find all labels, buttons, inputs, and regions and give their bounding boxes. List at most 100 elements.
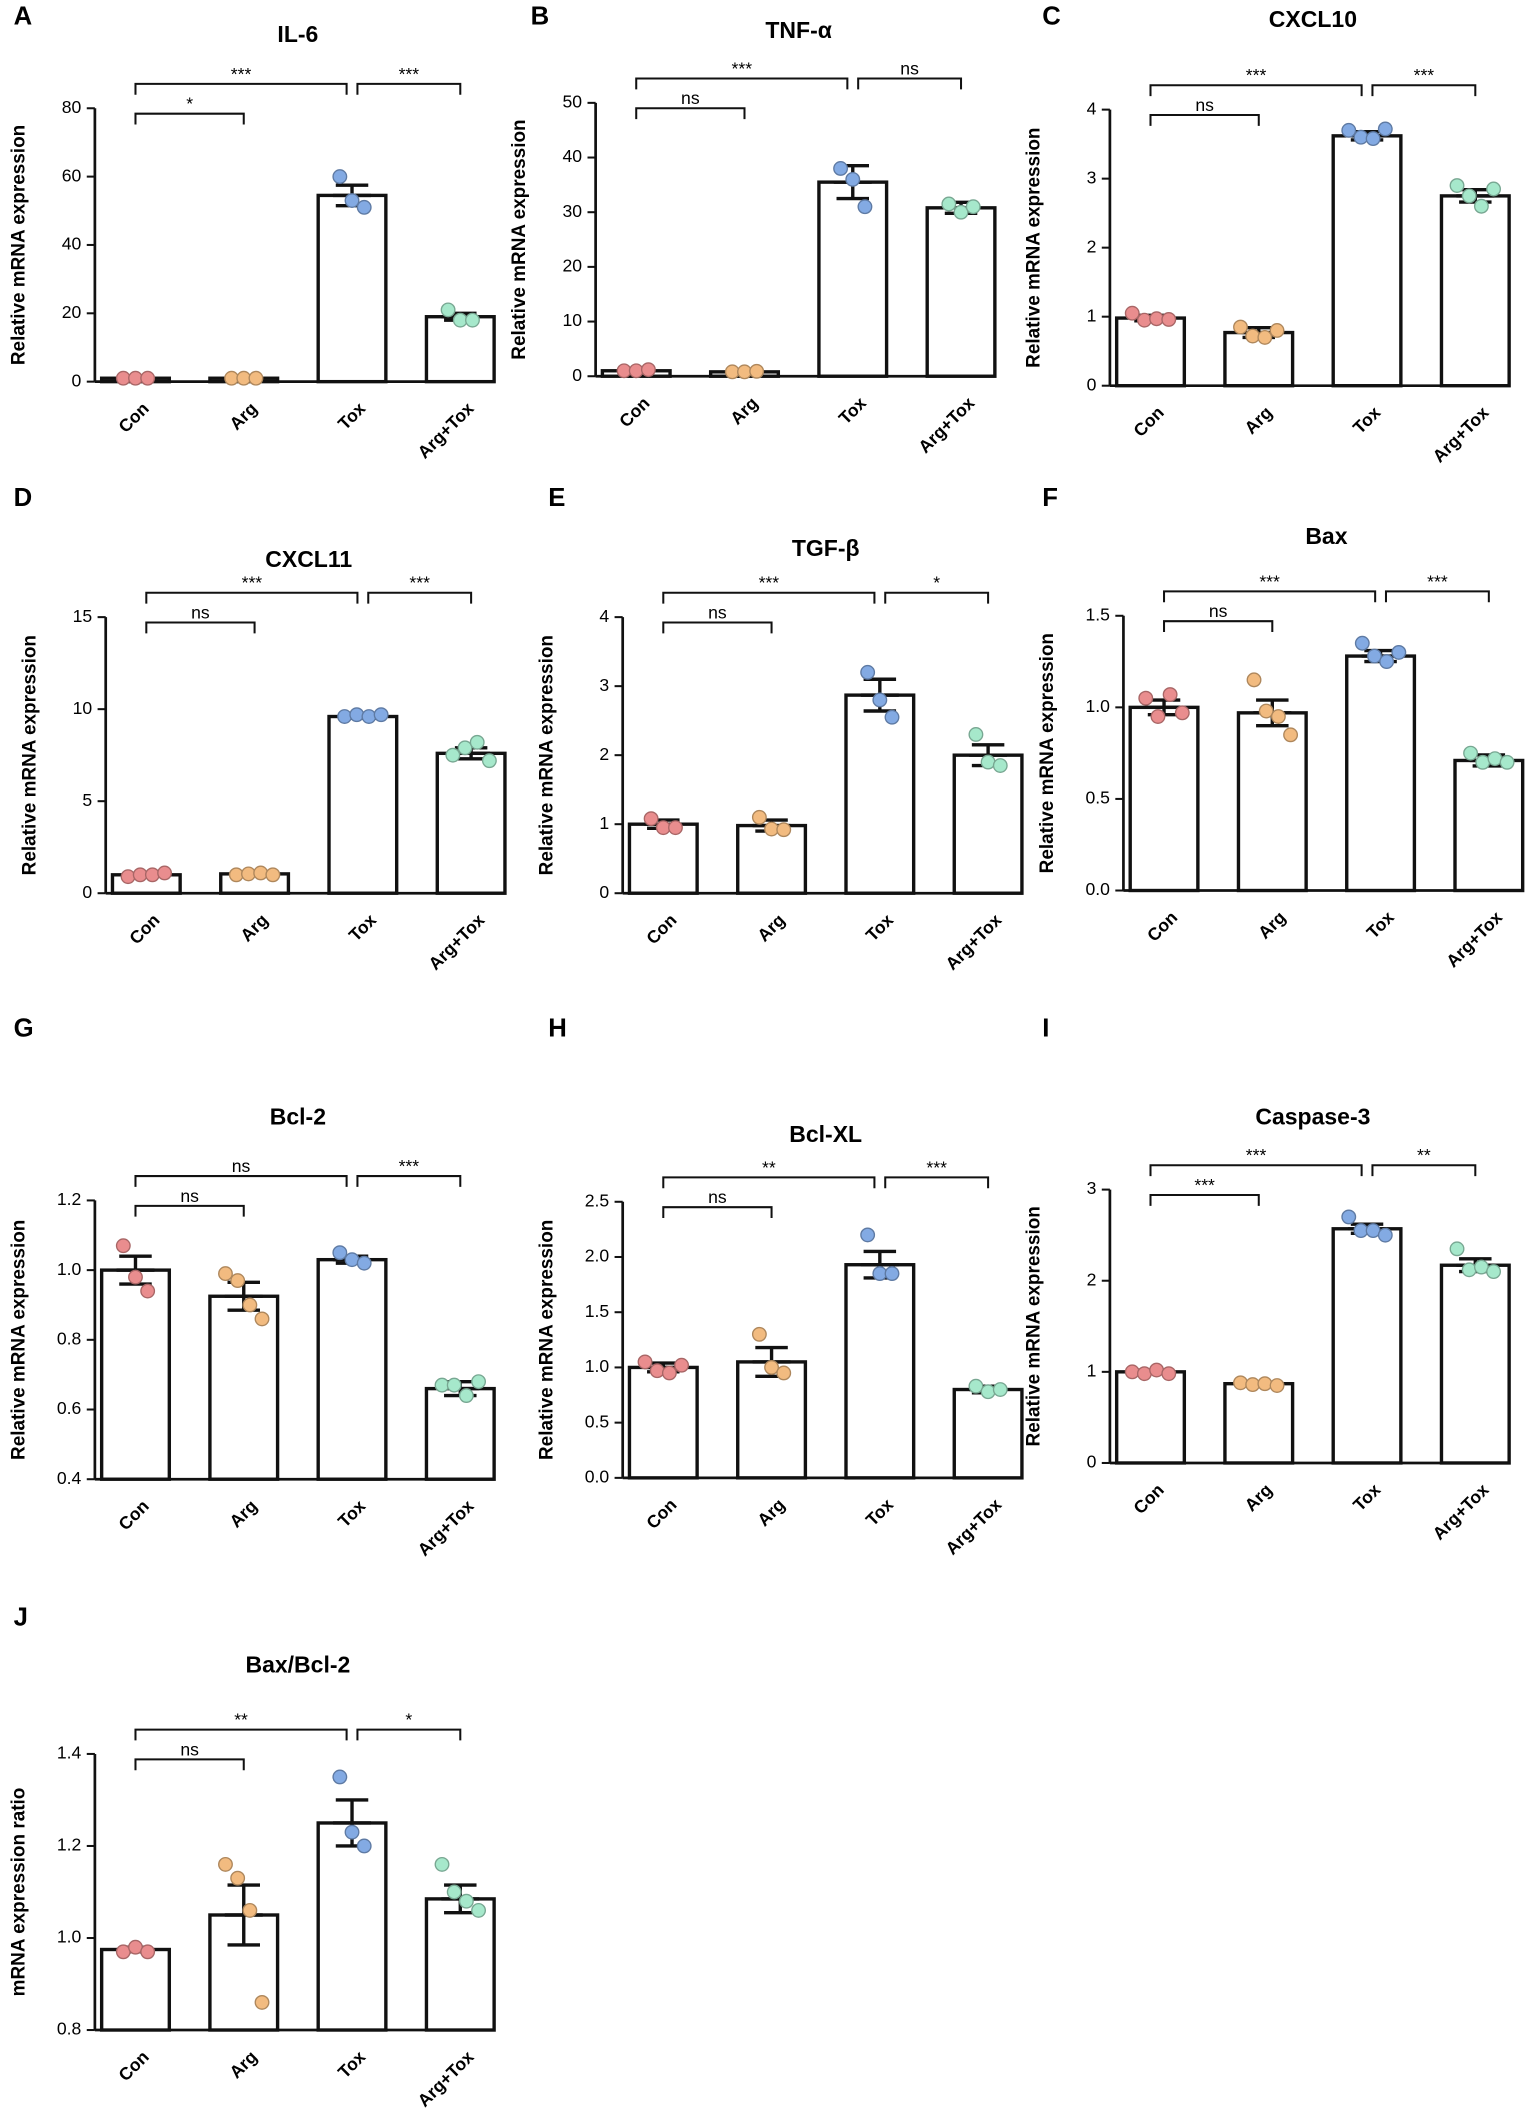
data-point (1270, 709, 1286, 724)
y-axis-label: Relative mRNA expression (9, 1220, 30, 1460)
y-tick-label: 0.4 (57, 1468, 82, 1488)
significance-label: *** (759, 573, 780, 593)
bar (952, 1387, 1024, 1480)
x-tick-label: Con (1129, 1480, 1167, 1518)
data-point (1377, 121, 1393, 137)
data-point (446, 1884, 462, 1900)
x-tick-label: Arg+Tox (414, 2047, 478, 2111)
data-point (1233, 1375, 1248, 1391)
y-axis-label: Relative mRNA expression (1037, 633, 1058, 873)
data-point (248, 370, 264, 386)
x-tick-label: Tox (345, 910, 380, 945)
data-point (344, 1252, 360, 1268)
y-tick-label: 20 (563, 256, 583, 276)
y-tick-label: 40 (563, 146, 583, 166)
data-point (349, 707, 365, 723)
y-tick-label: 60 (62, 165, 82, 185)
x-tick-label: Con (114, 398, 152, 436)
y-tick-label: 1 (599, 813, 609, 833)
bar (435, 751, 507, 895)
bar (99, 1268, 172, 1481)
data-point (1449, 1241, 1465, 1257)
data-point (469, 734, 485, 750)
panel: D CXCL11 Relative mRNA expression 0 5 10 15 Con… (14, 484, 507, 974)
data-point (140, 370, 156, 386)
bar (316, 193, 388, 384)
data-point (884, 1266, 900, 1282)
significance-label: *** (1194, 1175, 1215, 1195)
chart-title: Bcl-2 (270, 1104, 326, 1130)
chart-title: Bcl-XL (789, 1121, 862, 1147)
x-tick-label: Arg (753, 1495, 789, 1531)
y-tick-label: 2.0 (585, 1246, 610, 1266)
data-point (751, 1326, 767, 1342)
data-point (481, 753, 497, 769)
x-tick-label: Arg+Tox (1429, 1480, 1493, 1544)
data-point (1258, 703, 1274, 719)
data-point (1463, 745, 1479, 761)
data-point (1283, 727, 1299, 743)
y-tick-label: 0.8 (57, 2019, 82, 2039)
y-tick-label: 3 (599, 675, 609, 695)
data-point (1233, 319, 1248, 335)
bar (925, 206, 997, 378)
data-point (230, 1870, 246, 1886)
significance-label: * (933, 573, 940, 593)
data-point (857, 199, 873, 215)
significance-bracket (635, 77, 849, 90)
data-point (1461, 188, 1477, 204)
data-point (242, 1297, 258, 1313)
data-point (1124, 305, 1140, 321)
y-tick-label: 1.5 (1085, 604, 1110, 624)
data-point (140, 1944, 156, 1960)
data-point (764, 1359, 780, 1375)
x-tick-label: Tox (835, 393, 870, 428)
significance-label: *** (732, 58, 753, 78)
y-tick-label: 3 (1087, 167, 1097, 187)
x-tick-label: Arg (225, 2047, 261, 2083)
x-tick-label: Arg (726, 393, 762, 429)
significance-bracket (1384, 590, 1490, 603)
data-point (361, 709, 377, 724)
significance-label: * (186, 94, 193, 114)
significance-bracket (356, 82, 462, 95)
data-point (1246, 672, 1262, 688)
x-tick-label: Arg (225, 1496, 261, 1532)
significance-label: *** (242, 573, 263, 593)
panel: J Bax/Bcl-2 mRNA expression ratio 0.8 1.0 1.2… (9, 1603, 496, 2111)
data-point (445, 747, 461, 763)
data-point (643, 811, 659, 827)
y-tick-label: 15 (73, 606, 93, 626)
data-point (1150, 709, 1166, 724)
chart-title: CXCL10 (1269, 6, 1357, 32)
bar (844, 1263, 916, 1480)
data-point (628, 363, 644, 379)
y-tick-label: 1.0 (1085, 696, 1110, 716)
significance-label: ns (232, 1156, 251, 1176)
data-point (157, 865, 173, 881)
data-point (1174, 705, 1190, 721)
y-tick-label: 10 (73, 698, 93, 718)
data-point (764, 821, 780, 837)
x-tick-label: Arg (1241, 402, 1277, 438)
significance-bracket (134, 1758, 245, 1771)
data-point (344, 193, 360, 208)
data-point (941, 196, 957, 212)
data-point (457, 740, 473, 756)
data-point (965, 199, 981, 215)
significance-bracket (134, 82, 348, 95)
bar (316, 1257, 388, 1481)
data-point (228, 867, 244, 883)
bar (1453, 758, 1525, 893)
data-point (968, 1378, 984, 1394)
y-tick-label: 0 (82, 882, 92, 902)
x-tick-label: Arg+Tox (941, 910, 1005, 974)
x-tick-label: Tox (1363, 907, 1398, 942)
x-tick-label: Con (125, 910, 163, 948)
significance-bracket (356, 1728, 462, 1741)
significance-bracket (884, 1176, 990, 1189)
y-tick-label: 3 (1087, 1178, 1097, 1198)
bar (952, 753, 1024, 895)
y-tick-label: 0.6 (57, 1398, 81, 1418)
panel-letter: B (531, 2, 550, 30)
